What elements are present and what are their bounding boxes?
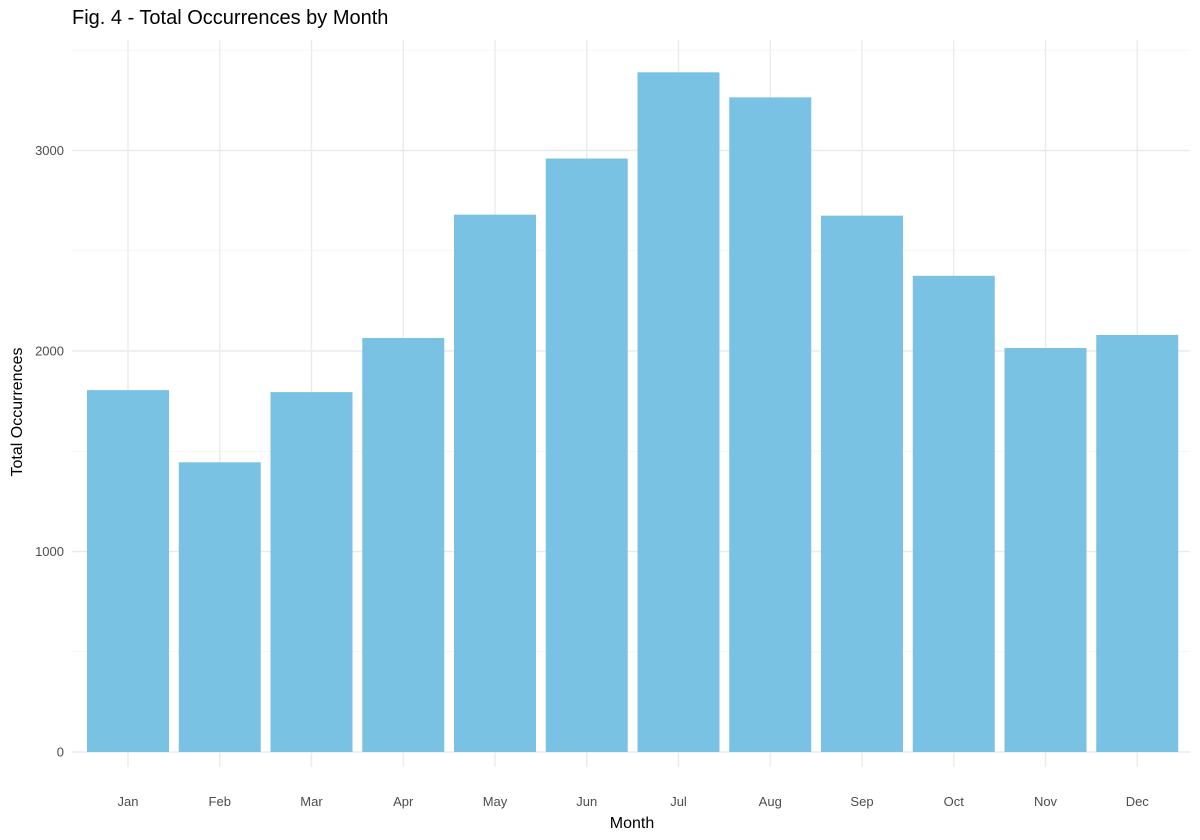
chart-title: Fig. 4 - Total Occurrences by Month: [72, 7, 388, 29]
x-tick-label: Feb: [209, 794, 231, 809]
x-tick-label: Aug: [759, 794, 782, 809]
x-tick-label: Sep: [850, 794, 873, 809]
bar-may: [454, 214, 536, 752]
bar-jul: [637, 72, 720, 753]
bars-layer: [87, 72, 1179, 753]
bar-aug: [729, 97, 812, 753]
y-tick-label: 1000: [35, 544, 64, 559]
bar-mar: [270, 392, 353, 752]
y-tick-label: 2000: [35, 344, 64, 359]
y-tick-label: 0: [57, 745, 64, 760]
x-tick-labels: Jan Feb Mar Apr May Jun Jul Aug Sep Oct Nov Dec: [118, 794, 1150, 809]
bar-nov: [1004, 347, 1087, 752]
bar-feb: [178, 462, 261, 752]
bar-apr: [362, 337, 445, 752]
x-tick-label: Jan: [118, 794, 139, 809]
x-tick-label: Jul: [670, 794, 687, 809]
x-tick-label: Mar: [300, 794, 323, 809]
bar-jun: [545, 158, 628, 752]
bar-jan: [87, 390, 169, 752]
bar-oct: [912, 275, 995, 752]
bar-sep: [821, 215, 903, 753]
bar-dec: [1096, 334, 1179, 752]
x-tick-label: Nov: [1034, 794, 1058, 809]
x-tick-label: Apr: [393, 794, 414, 809]
x-axis-title: Month: [610, 815, 654, 832]
x-tick-label: Jun: [576, 794, 597, 809]
x-tick-label: Dec: [1126, 794, 1150, 809]
y-tick-label: 3000: [35, 143, 64, 158]
y-axis-title: Total Occurrences: [9, 348, 26, 477]
y-tick-labels: 0 1000 2000 3000: [35, 143, 64, 760]
x-tick-label: May: [483, 794, 508, 809]
x-tick-label: Oct: [944, 794, 965, 809]
